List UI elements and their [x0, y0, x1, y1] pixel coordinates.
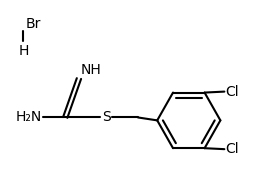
Text: H: H	[18, 44, 29, 58]
Text: H₂N: H₂N	[16, 111, 42, 124]
Text: Cl: Cl	[225, 142, 238, 156]
Text: NH: NH	[80, 63, 101, 77]
Text: Cl: Cl	[225, 85, 238, 99]
Text: Br: Br	[25, 17, 41, 31]
Text: S: S	[102, 111, 111, 124]
